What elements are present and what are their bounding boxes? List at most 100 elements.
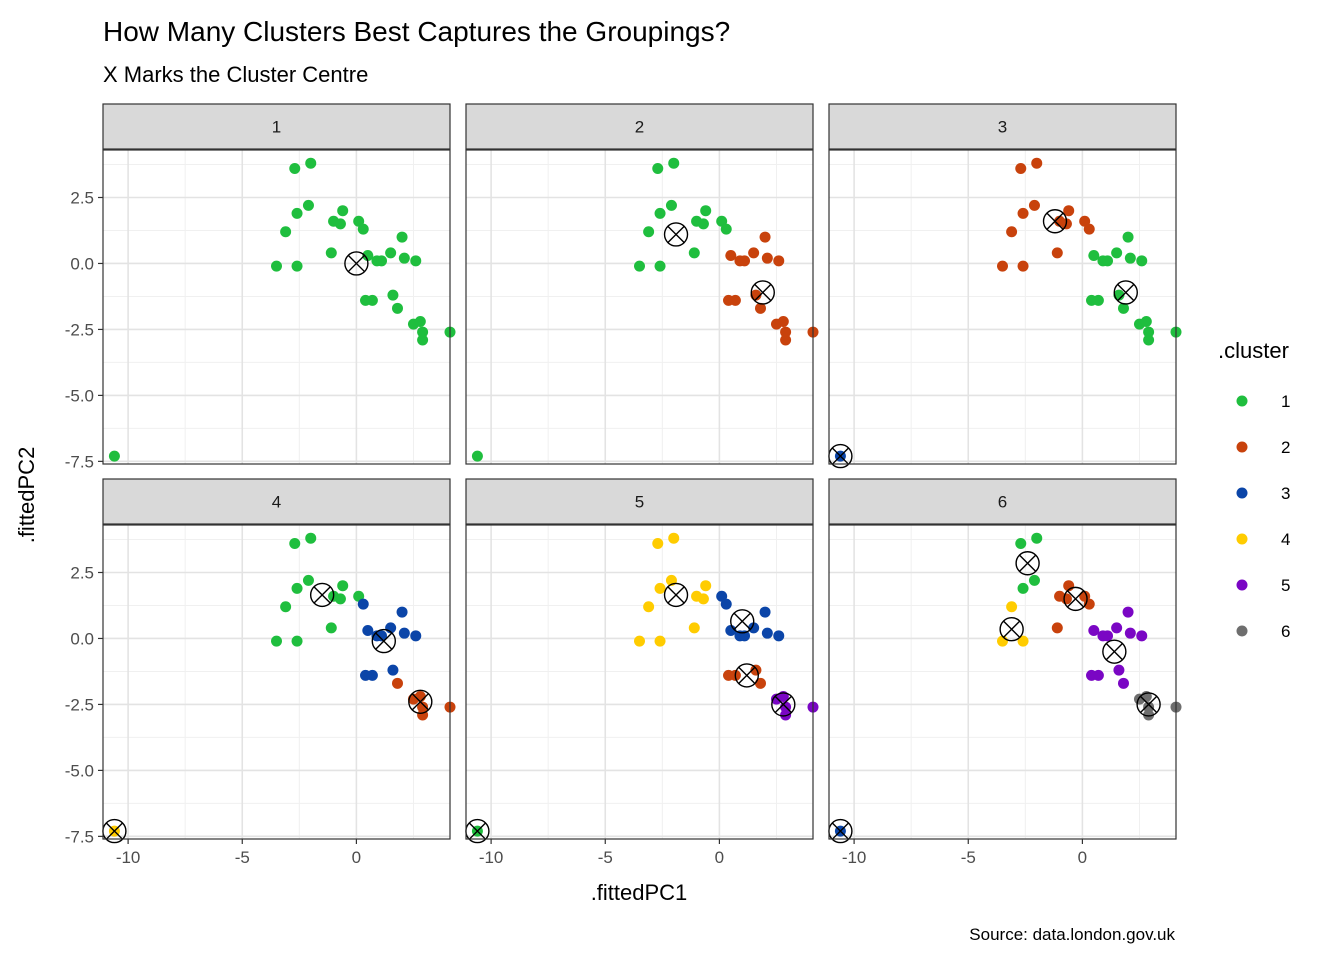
cluster-centre-marker (309, 582, 335, 608)
data-point (291, 582, 303, 594)
centre-circle (1015, 551, 1040, 576)
centre-cross-line (831, 822, 850, 840)
data-point (325, 622, 337, 634)
centre-circle (771, 692, 796, 717)
data-point (652, 537, 664, 549)
centre-circle (750, 280, 775, 305)
facet-strip-label: 2 (635, 118, 644, 137)
facet-strip-label: 5 (635, 493, 644, 512)
data-point (1124, 627, 1136, 639)
source-caption: Source: data.london.gov.uk (969, 925, 1175, 944)
data-point (376, 630, 388, 642)
data-point (1028, 574, 1040, 586)
centre-cross-line (1046, 212, 1064, 230)
data-point (668, 532, 680, 544)
chart-title: How Many Clusters Best Captures the Grou… (103, 16, 730, 47)
data-point (291, 260, 303, 272)
data-point (780, 709, 792, 721)
facet-strip (102, 478, 451, 525)
data-point (385, 247, 397, 259)
facet-strip (102, 103, 451, 150)
data-point (668, 157, 680, 169)
data-point (398, 627, 410, 639)
data-point (761, 627, 773, 639)
data-point (697, 593, 709, 605)
data-point (289, 537, 301, 549)
data-point (1143, 326, 1155, 338)
y-tick-label: -2.5 (65, 320, 94, 339)
centre-circle (309, 582, 335, 608)
data-point (1092, 669, 1104, 681)
y-tick-label: 0.0 (70, 254, 94, 273)
data-point (417, 701, 429, 713)
cluster-centre-marker (1136, 692, 1161, 717)
data-point (357, 598, 369, 610)
centre-cross-line (667, 586, 685, 604)
cluster-centre-marker (1042, 209, 1068, 234)
cluster-centre-marker (750, 280, 775, 305)
data-point (410, 630, 422, 642)
data-point (414, 316, 426, 328)
x-tick-label: -10 (842, 848, 867, 867)
data-point (1117, 677, 1129, 689)
centre-cross-line (1019, 554, 1037, 572)
data-point (1143, 709, 1155, 721)
panel-border (102, 524, 451, 840)
facet-strip-label: 4 (272, 493, 281, 512)
centre-cross-line (411, 693, 429, 711)
data-point (780, 334, 792, 346)
centre-circle (1113, 280, 1138, 305)
cluster-centre-marker (999, 617, 1024, 642)
data-point (652, 162, 664, 174)
cluster-centre-marker (371, 628, 396, 654)
data-point (1031, 532, 1043, 544)
centre-circle (730, 609, 755, 634)
data-point (391, 677, 403, 689)
centre-circle (663, 222, 689, 247)
legend-label: 6 (1281, 622, 1290, 641)
data-point (291, 207, 303, 219)
legend-key (1236, 533, 1248, 545)
data-point (643, 601, 655, 613)
data-point (643, 226, 655, 238)
data-point (471, 450, 483, 462)
data-point (337, 580, 349, 592)
legend-label: 3 (1281, 484, 1290, 503)
data-point (773, 255, 785, 267)
data-point (289, 162, 301, 174)
data-point (1051, 247, 1063, 259)
cluster-centre-marker (730, 609, 755, 634)
data-point (417, 326, 429, 338)
cluster-centre-marker (663, 222, 689, 247)
facet-panel-5: 5 -10 -5 0 (465, 478, 819, 867)
data-point (396, 606, 408, 618)
data-point (366, 669, 378, 681)
legend-key (1236, 441, 1248, 453)
x-tick-label: 0 (352, 848, 361, 867)
data-point (280, 601, 292, 613)
x-tick-label: -10 (116, 848, 141, 867)
data-point (398, 252, 410, 264)
y-axis-title: .fittedPC2 (14, 447, 39, 544)
y-tick-label: 2.5 (70, 563, 94, 582)
legend-label: 5 (1281, 576, 1290, 595)
y-tick-label: -7.5 (65, 452, 94, 471)
cluster-centre-marker (408, 689, 433, 714)
data-point (271, 260, 282, 272)
data-point (720, 223, 732, 235)
legend-title: .cluster (1218, 338, 1289, 363)
data-point (387, 289, 399, 301)
data-point (997, 260, 1008, 272)
chart-subtitle: X Marks the Cluster Centre (103, 62, 368, 87)
x-tick-label: -5 (598, 848, 613, 867)
data-point (634, 260, 645, 272)
cluster-centre-marker (102, 818, 127, 844)
facet-panel-1: 1 2.5 0.0 -2.5 -5.0 -7.5 (65, 103, 456, 471)
facet-panel-4: 4 2.5 0.0 -2.5 -5.0 -7.5 -10 -5 0 (65, 478, 456, 867)
x-tick-label: 0 (715, 848, 724, 867)
data-point (1124, 252, 1136, 264)
facet-strip (828, 478, 1177, 525)
x-tick-label: 0 (1078, 848, 1087, 867)
data-point (362, 250, 374, 262)
